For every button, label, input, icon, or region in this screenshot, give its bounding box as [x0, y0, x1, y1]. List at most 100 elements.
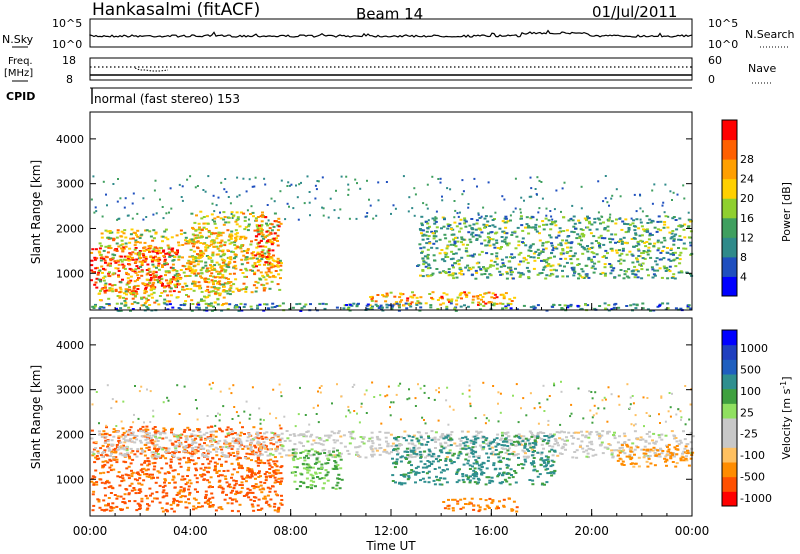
power-cell [132, 192, 135, 195]
velocity-cell [461, 473, 465, 475]
power-cell [277, 225, 281, 228]
power-cell [482, 304, 486, 307]
velocity-cell [555, 431, 559, 434]
velocity-cell [324, 434, 327, 437]
power-cell [472, 295, 475, 298]
velocity-cell [308, 454, 312, 457]
power-cell [465, 294, 469, 297]
power-cell [561, 248, 565, 250]
velocity-cell [605, 446, 609, 449]
velocity-cell [215, 454, 219, 457]
power-cell [98, 307, 102, 310]
velocity-cell [138, 439, 142, 442]
velocity-cell [126, 452, 129, 455]
power-cell [495, 242, 499, 244]
velocity-cell [448, 449, 452, 452]
velocity-cell [133, 434, 137, 437]
velocity-cell [463, 444, 467, 447]
velocity-cell [171, 455, 174, 458]
power-cell [668, 265, 672, 268]
power-cell [254, 239, 258, 241]
velocity-cell [223, 498, 227, 501]
velocity-cell [115, 458, 119, 461]
velocity-cell [197, 428, 201, 431]
power-cell [170, 236, 174, 239]
velocity-cell [133, 441, 137, 444]
power-cell [443, 217, 446, 220]
power-cell [532, 307, 536, 310]
velocity-cell [558, 437, 562, 440]
velocity-cell [187, 451, 191, 454]
power-cell [579, 243, 582, 246]
velocity-cell [280, 447, 284, 450]
velocity-cell [477, 478, 481, 481]
velocity-cell [259, 475, 262, 478]
velocity-cell [123, 441, 127, 444]
velocity-cell [438, 483, 442, 486]
power-cell [188, 255, 192, 258]
velocity-cell [575, 449, 579, 452]
velocity-cell [615, 449, 619, 452]
power-cell [407, 302, 411, 305]
velocity-cell [561, 445, 565, 448]
power-cell [216, 303, 220, 306]
velocity-cell [149, 494, 152, 497]
power-cell [143, 292, 147, 295]
power-cell [153, 189, 156, 192]
power-cell [217, 233, 221, 236]
velocity-cell [261, 446, 265, 449]
power-cell [242, 235, 246, 238]
power-cell [559, 252, 563, 255]
power-cell [255, 265, 258, 268]
power-cell [145, 297, 148, 300]
power-cell [152, 229, 156, 232]
power-cell [152, 250, 155, 253]
velocity-cell [250, 473, 254, 476]
velocity-cell [90, 437, 94, 440]
velocity-cell [564, 448, 567, 451]
power-cell [309, 214, 311, 217]
power-cell [441, 199, 444, 202]
power-cell [198, 256, 202, 259]
power-cell [507, 266, 510, 269]
power-cell [557, 263, 561, 266]
power-cell [640, 277, 644, 280]
velocity-cell [536, 437, 539, 439]
velocity-cell [573, 451, 577, 453]
power-cell [177, 244, 181, 247]
velocity-cell [160, 447, 164, 450]
velocity-cell [336, 454, 340, 457]
power-cell [245, 269, 249, 272]
velocity-cell [431, 437, 435, 440]
velocity-cell [250, 450, 254, 453]
velocity-cell [691, 435, 695, 438]
power-cell [126, 257, 130, 260]
power-cell [425, 242, 429, 245]
power-cell [102, 249, 106, 252]
nsearch-label: N.Search [745, 28, 795, 41]
power-cell [444, 256, 448, 258]
power-cell [238, 194, 241, 197]
power-cell [638, 263, 641, 266]
power-cell [115, 302, 119, 305]
velocity-cell [163, 481, 166, 484]
power-cell [569, 258, 573, 261]
velocity-cell [268, 505, 272, 508]
power-cell [304, 303, 308, 306]
velocity-cell [302, 435, 306, 438]
velocity-cell [546, 458, 550, 461]
velocity-cell [151, 434, 155, 437]
power-cell [286, 202, 289, 205]
power-colorbar-tick: 8 [740, 251, 747, 264]
velocity-cell [689, 441, 693, 444]
power-cell [477, 301, 481, 304]
velocity-cell [362, 436, 366, 439]
power-cell [193, 284, 197, 287]
velocity-cell [153, 465, 157, 468]
velocity-cell [648, 435, 652, 438]
velocity-cell [213, 467, 217, 470]
power-cell [472, 223, 476, 226]
velocity-cell [209, 501, 212, 504]
power-cell [276, 257, 280, 260]
velocity-cell [119, 441, 123, 444]
